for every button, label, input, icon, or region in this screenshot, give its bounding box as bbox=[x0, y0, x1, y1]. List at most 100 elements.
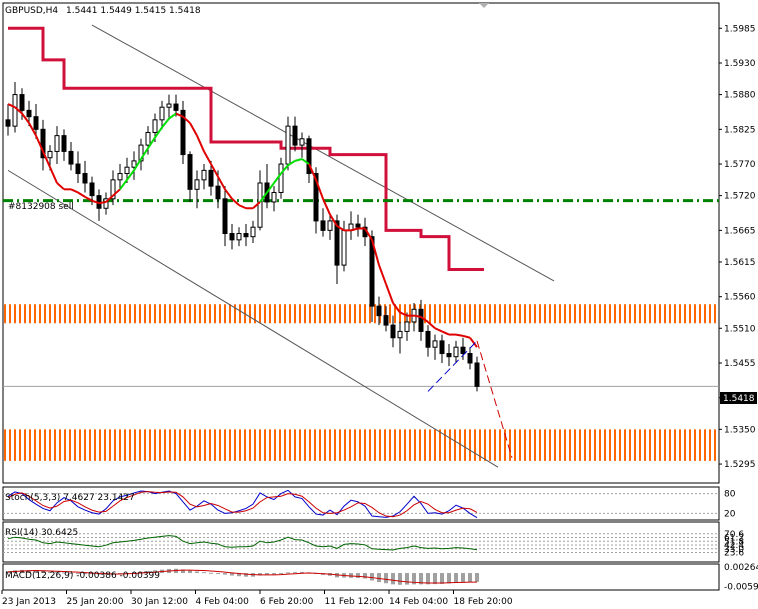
channel-upper-line bbox=[91, 24, 555, 282]
oscillator-series-0 bbox=[7, 535, 478, 551]
price-tick-label: 1.5560 bbox=[724, 293, 756, 303]
price-tick-label: 1.5350 bbox=[724, 425, 756, 435]
macd-bar bbox=[230, 573, 234, 576]
trend-segment bbox=[469, 337, 478, 348]
trend-segment bbox=[266, 182, 275, 194]
oscillator-series-0 bbox=[7, 489, 478, 519]
trend-segment bbox=[336, 225, 345, 232]
macd-bar bbox=[293, 572, 297, 574]
macd-bar bbox=[370, 573, 374, 581]
oscillator-series-1 bbox=[7, 491, 478, 518]
trend-segment bbox=[329, 214, 338, 227]
candle-body bbox=[376, 305, 382, 317]
macd-bar bbox=[468, 573, 472, 583]
rsi-panel: 70.661.251.842.433.023.6 bbox=[3, 530, 744, 559]
trend-segment bbox=[238, 204, 247, 210]
candle-body bbox=[243, 233, 249, 238]
candle-body bbox=[341, 229, 347, 266]
price-tick-label: 1.5880 bbox=[724, 91, 756, 101]
trend-segment bbox=[301, 158, 310, 165]
trend-segment bbox=[77, 191, 86, 198]
macd-bar bbox=[188, 570, 192, 574]
candle-body bbox=[397, 330, 403, 339]
trend-segment bbox=[385, 283, 394, 304]
current-price-label: 1.5418 bbox=[723, 394, 755, 404]
candle-body bbox=[145, 131, 151, 146]
macd-bar bbox=[41, 571, 45, 574]
macd-bar bbox=[55, 572, 59, 574]
macd-bar bbox=[356, 573, 360, 579]
macd-bar bbox=[279, 573, 283, 575]
trend-segment bbox=[455, 333, 464, 337]
trend-segment bbox=[217, 176, 226, 190]
trend-segment bbox=[35, 135, 44, 152]
candle-body bbox=[306, 138, 312, 175]
candle-body bbox=[271, 191, 277, 203]
panel-frame-rsi bbox=[2, 521, 720, 563]
trend-segment bbox=[280, 164, 289, 175]
candle-body bbox=[292, 125, 298, 146]
trend-segment bbox=[287, 160, 296, 167]
macd-bar bbox=[90, 573, 94, 575]
trend-segment bbox=[189, 122, 198, 137]
trend-segment bbox=[322, 198, 331, 215]
candle-body bbox=[166, 103, 172, 108]
trend-segment bbox=[350, 227, 359, 232]
macd-bar bbox=[433, 573, 437, 585]
macd-bar bbox=[6, 571, 10, 574]
macd-bar bbox=[461, 573, 465, 583]
trend-channel bbox=[7, 24, 555, 468]
candle-body bbox=[75, 163, 81, 175]
stoch-title: Stoch(5,3,3) 7.4627 23.1427 bbox=[5, 493, 135, 503]
candle-body bbox=[383, 315, 389, 326]
candle-body bbox=[250, 226, 256, 238]
trend-segment bbox=[434, 327, 443, 333]
price-tick-label: 1.5825 bbox=[724, 125, 756, 135]
candle-body bbox=[285, 125, 291, 165]
trend-segment bbox=[182, 115, 191, 124]
macd-bar bbox=[475, 573, 479, 582]
macd-bar bbox=[83, 573, 87, 575]
candle-body bbox=[334, 220, 340, 266]
trend-segment bbox=[231, 198, 240, 206]
time-tick-label: 14 Feb 04:00 bbox=[389, 597, 448, 607]
trend-segment bbox=[119, 179, 128, 190]
trend-segment bbox=[399, 311, 408, 317]
macd-bar bbox=[300, 571, 304, 574]
candle-body bbox=[61, 135, 67, 152]
trend-segment bbox=[294, 158, 303, 162]
price-tick-label: 1.5510 bbox=[724, 324, 756, 334]
scroll-marker-icon[interactable] bbox=[479, 3, 489, 8]
macd-bar bbox=[286, 572, 290, 574]
trend-segment bbox=[175, 112, 184, 118]
oscillator-tick-label: 20 bbox=[724, 509, 736, 519]
candle-body bbox=[418, 308, 424, 332]
step-line bbox=[8, 26, 484, 272]
oscillator-tick-label: 33.0 bbox=[724, 545, 744, 555]
trend-segment bbox=[392, 302, 401, 314]
candle-body bbox=[208, 169, 214, 187]
candle-body bbox=[222, 198, 228, 235]
candle-body bbox=[187, 154, 193, 190]
macd-bar bbox=[447, 573, 451, 584]
panel-frame-main bbox=[2, 2, 720, 484]
trend-segment bbox=[133, 158, 142, 171]
trend-segment bbox=[154, 126, 163, 139]
candle-body bbox=[432, 340, 438, 348]
macd-bar bbox=[377, 573, 381, 583]
macd-bar bbox=[412, 573, 416, 585]
candle-body bbox=[201, 169, 207, 181]
candle-body bbox=[215, 185, 221, 200]
candle-body bbox=[460, 346, 466, 355]
macd-bar bbox=[419, 573, 423, 585]
trend-segment bbox=[462, 334, 471, 339]
macd-bar bbox=[34, 570, 38, 574]
candle-body bbox=[5, 119, 11, 127]
candle-body bbox=[320, 220, 326, 231]
trend-segment bbox=[413, 314, 422, 318]
candle-body bbox=[26, 109, 32, 118]
candle-body bbox=[124, 166, 130, 175]
panel-frames bbox=[2, 2, 720, 591]
candle-body bbox=[229, 233, 235, 241]
